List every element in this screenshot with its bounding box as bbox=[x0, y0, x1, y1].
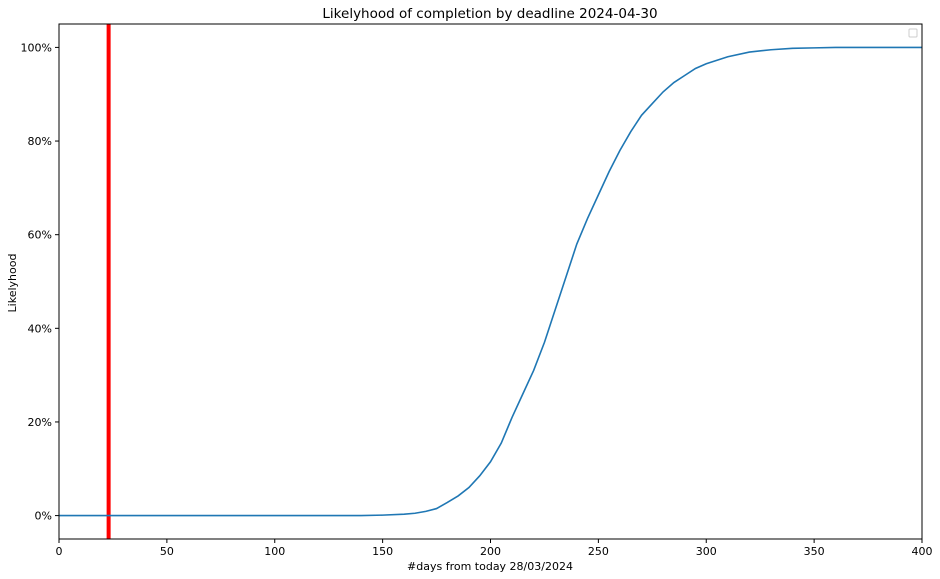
x-tick-label: 350 bbox=[804, 545, 825, 558]
y-tick-label: 100% bbox=[21, 41, 52, 54]
x-tick-label: 100 bbox=[264, 545, 285, 558]
y-tick-label: 60% bbox=[28, 229, 52, 242]
legend-box bbox=[908, 28, 918, 38]
y-tick-label: 0% bbox=[35, 510, 52, 523]
y-axis-label: Likelyhood bbox=[6, 254, 19, 313]
x-tick-label: 250 bbox=[588, 545, 609, 558]
x-tick-label: 0 bbox=[56, 545, 63, 558]
x-axis-label: #days from today 28/03/2024 bbox=[407, 560, 573, 573]
x-tick-label: 50 bbox=[160, 545, 174, 558]
x-tick-label: 200 bbox=[480, 545, 501, 558]
y-tick-label: 80% bbox=[28, 135, 52, 148]
y-axis-ticks: 0% 20% 40% 60% 80% 100% bbox=[21, 41, 59, 523]
x-axis-ticks: 0 50 100 150 200 250 300 350 400 bbox=[56, 539, 933, 558]
x-tick-label: 400 bbox=[912, 545, 933, 558]
y-tick-label: 20% bbox=[28, 416, 52, 429]
series-line bbox=[59, 46, 922, 517]
chart-title: Likelyhood of completion by deadline 202… bbox=[322, 6, 657, 22]
y-tick-label: 40% bbox=[28, 322, 52, 335]
x-tick-label: 150 bbox=[372, 545, 393, 558]
x-tick-label: 300 bbox=[696, 545, 717, 558]
